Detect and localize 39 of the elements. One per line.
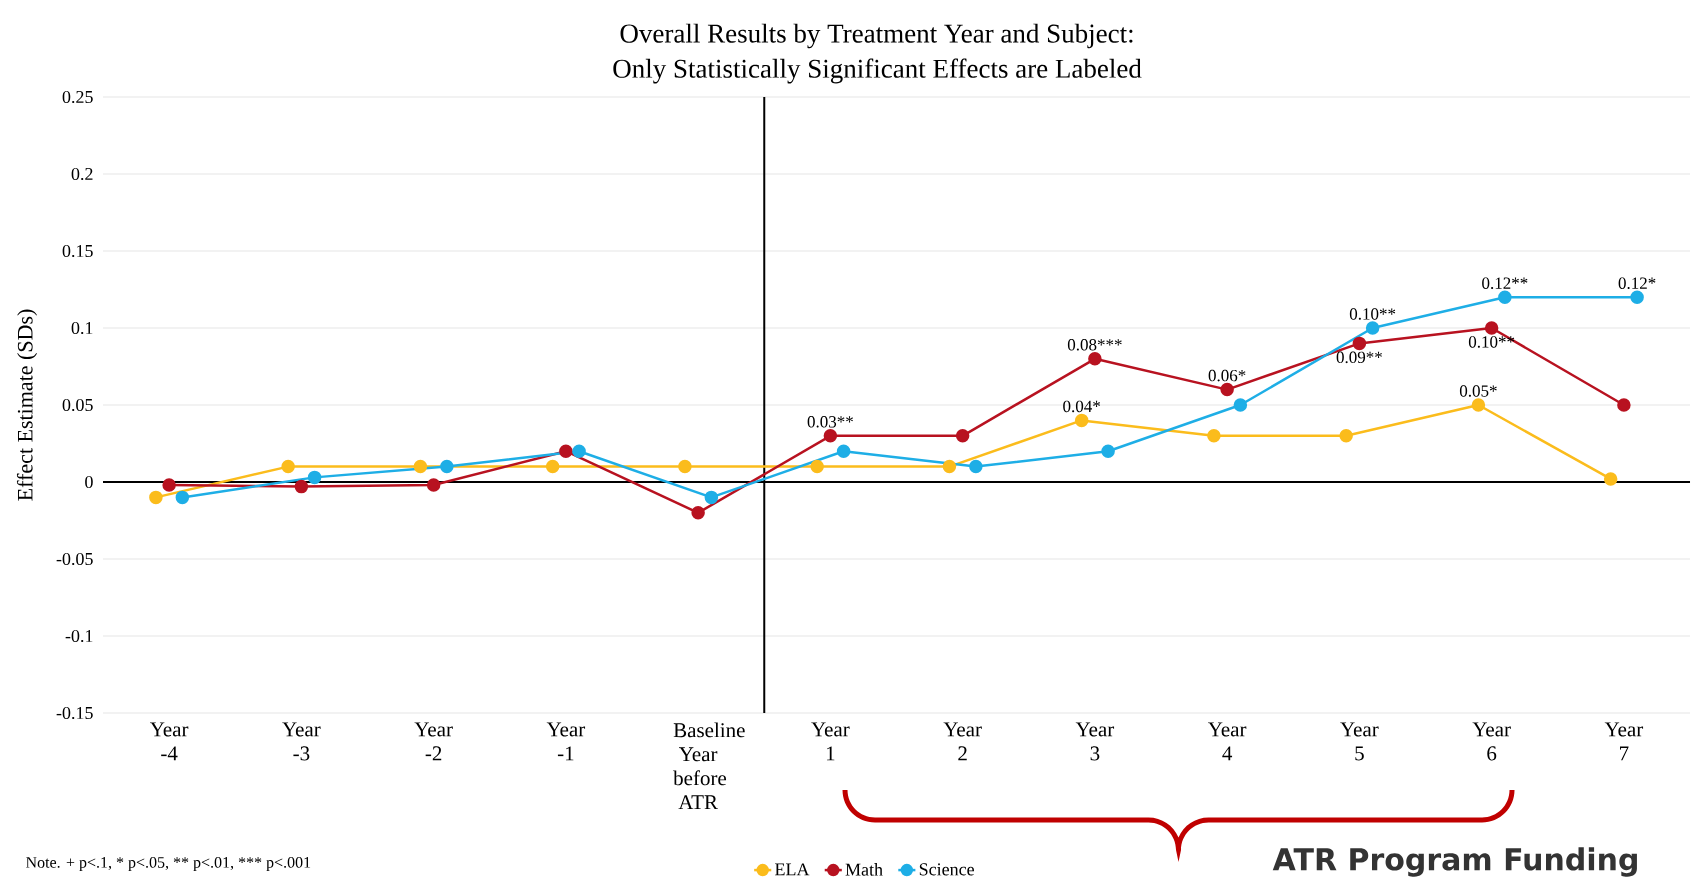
data-label: 0.09** bbox=[1336, 351, 1382, 364]
x-tick-label: Year -2 bbox=[414, 722, 453, 761]
y-axis-title: Effect Estimate (SDs) bbox=[16, 309, 38, 501]
x-tick-label: Year -4 bbox=[150, 722, 189, 761]
x-tick-label: Year 7 bbox=[1604, 722, 1644, 761]
x-tick-label: Year 6 bbox=[1472, 722, 1511, 761]
chart-title: Overall Results by Treatment Year and Subject: bbox=[620, 23, 1133, 49]
x-tick-label: Year -1 bbox=[546, 722, 586, 761]
x-tick-label: Year 5 bbox=[1340, 722, 1379, 761]
data-label: 0.10** bbox=[1468, 336, 1515, 348]
legend-label: Science bbox=[919, 863, 974, 876]
data-label: 0.10** bbox=[1349, 308, 1396, 320]
text: Note. + p<.1, * p<.05, ** p<.01, *** p<.001 bbox=[25, 856, 311, 872]
legend-label: ELA bbox=[775, 863, 810, 876]
chart-subtitle: Only Statistically Significant Effects are Labeled bbox=[613, 58, 1142, 84]
x-tick-label: Year 2 bbox=[943, 722, 982, 761]
y-tick-label: 0 bbox=[85, 475, 93, 489]
data-label: 0.04* bbox=[1063, 400, 1100, 413]
x-tick-label: Year 4 bbox=[1208, 722, 1247, 761]
y-tick-label: -0.05 bbox=[56, 552, 93, 566]
y-tick-label: 0.15 bbox=[62, 244, 93, 258]
y-tick-label: 0.05 bbox=[62, 398, 93, 412]
x-tick-label: Year 1 bbox=[811, 722, 850, 761]
x-tick-label: Year -3 bbox=[282, 722, 321, 761]
data-label: 0.12** bbox=[1482, 277, 1528, 289]
y-tick-label: 0.1 bbox=[71, 321, 93, 335]
y-tick-label: -0.15 bbox=[56, 706, 93, 720]
y-tick-label: 0.25 bbox=[62, 90, 93, 104]
legend-label: Math bbox=[845, 863, 883, 876]
y-tick-label: -0.1 bbox=[65, 629, 93, 643]
y-tick-label: 0.2 bbox=[71, 167, 93, 181]
x-tick-label: Year 3 bbox=[1075, 722, 1115, 761]
text: ATR Program Funding bbox=[1272, 847, 1637, 877]
x-tick-label: Baseline Year before ATR bbox=[673, 722, 745, 810]
data-label: 0.12* bbox=[1618, 277, 1656, 289]
data-label: 0.08*** bbox=[1067, 339, 1122, 351]
data-label: 0.06* bbox=[1208, 369, 1246, 382]
data-label: 0.03** bbox=[807, 416, 853, 428]
data-label: 0.05* bbox=[1459, 385, 1497, 397]
